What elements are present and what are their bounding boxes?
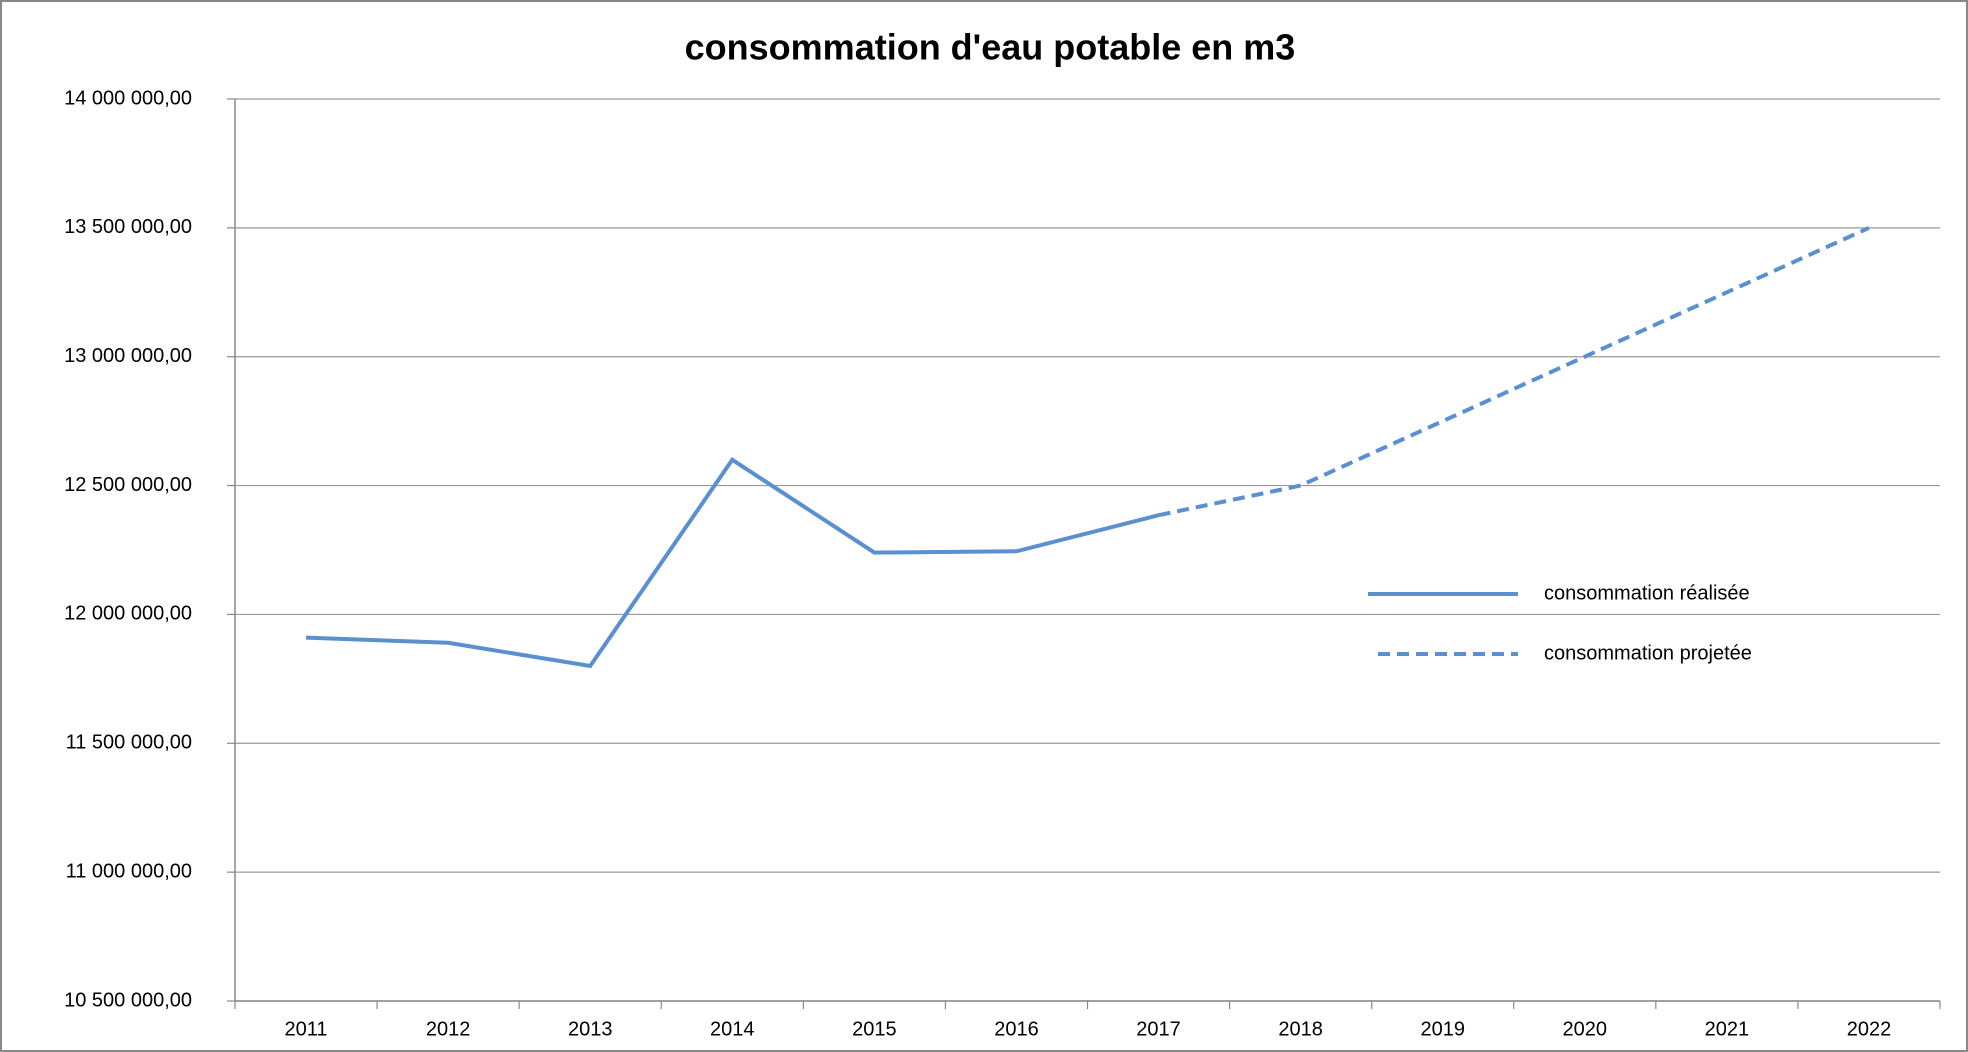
legend-label: consommation réalisée <box>1544 582 1750 604</box>
x-tick-label: 2021 <box>1705 1018 1750 1040</box>
x-tick-label: 2022 <box>1847 1018 1892 1040</box>
x-tick-label: 2017 <box>1136 1018 1181 1040</box>
y-tick-label: 13 500 000,00 <box>64 216 192 238</box>
series-line <box>1158 226 1870 518</box>
y-tick-label: 13 000 000,00 <box>64 345 192 367</box>
x-tick-label: 2012 <box>426 1018 471 1040</box>
x-tick-label: 2015 <box>852 1018 897 1040</box>
y-tick-label: 11 500 000,00 <box>66 732 192 754</box>
y-tick-label: 12 500 000,00 <box>64 474 192 496</box>
x-tick-label: 2016 <box>994 1018 1039 1040</box>
x-tick-label: 2018 <box>1278 1018 1323 1040</box>
x-tick-label: 2013 <box>568 1018 613 1040</box>
y-tick-label: 10 500 000,00 <box>64 989 192 1011</box>
x-tick-label: 2020 <box>1563 1018 1608 1040</box>
y-tick-label: 14 000 000,00 <box>64 87 192 109</box>
x-tick-label: 2019 <box>1420 1018 1465 1040</box>
chart-title: consommation d'eau potable en m3 <box>685 27 1296 68</box>
series-line <box>305 457 1160 669</box>
y-tick-label: 12 000 000,00 <box>64 603 192 625</box>
legend-label: consommation projetée <box>1544 642 1752 664</box>
x-tick-label: 2014 <box>710 1018 755 1040</box>
y-tick-label: 11 000 000,00 <box>66 860 192 882</box>
x-tick-label: 2011 <box>285 1018 328 1040</box>
